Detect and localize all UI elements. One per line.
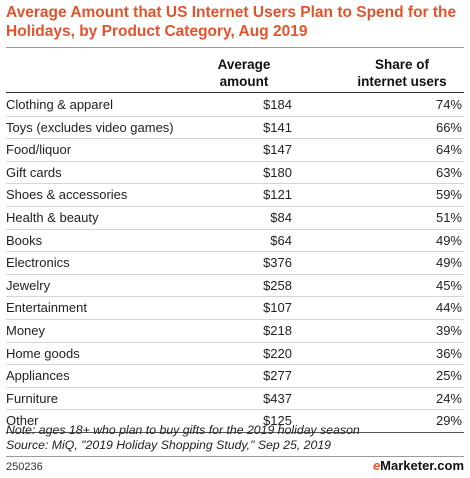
row-share-of-users: 36% xyxy=(435,345,462,361)
logo-tld: .com xyxy=(433,458,464,473)
table-row: Clothing & apparel $184 74% xyxy=(6,94,464,117)
chart-title: Average Amount that US Internet Users Pl… xyxy=(6,4,457,40)
row-average-amount: $64 xyxy=(270,232,292,248)
row-average-amount: $218 xyxy=(263,322,292,338)
row-average-amount: $121 xyxy=(263,187,292,203)
header-divider xyxy=(6,92,464,93)
row-share-of-users: 74% xyxy=(435,97,462,112)
table-row: Health & beauty $84 51% xyxy=(6,207,464,230)
row-category-label: Health & beauty xyxy=(6,209,99,225)
table-row: Gift cards $180 63% xyxy=(6,162,464,185)
table-body: Clothing & apparel $184 74% Toys (excludes … xyxy=(6,94,464,433)
row-category-label: Furniture xyxy=(6,390,59,406)
table-row: Electronics $376 49% xyxy=(6,252,464,275)
footnote: Note: ages 18+ who plan to buy gifts for… xyxy=(6,423,464,453)
chart-id: 250236 xyxy=(6,461,43,473)
emarketer-logo: eMarketer.com xyxy=(373,458,464,474)
row-category-label: Toys (excludes video games) xyxy=(6,119,174,135)
row-average-amount: $107 xyxy=(263,300,292,316)
logo-marketer: Marketer xyxy=(380,458,434,473)
row-category-label: Entertainment xyxy=(6,300,87,316)
row-average-amount: $258 xyxy=(263,277,292,293)
row-share-of-users: 49% xyxy=(435,255,462,271)
table-row: Books $64 49% xyxy=(6,230,464,253)
table-row: Entertainment $107 44% xyxy=(6,297,464,320)
footer-divider xyxy=(6,456,464,457)
column-header-average-amount: Average amount xyxy=(196,56,292,90)
row-category-label: Other xyxy=(6,413,39,429)
table-row: Appliances $277 25% xyxy=(6,365,464,388)
table-row: Toys (excludes video games) $141 66% xyxy=(6,117,464,140)
row-share-of-users: 44% xyxy=(435,300,462,316)
row-share-of-users: 64% xyxy=(435,142,462,158)
row-average-amount: $141 xyxy=(263,119,292,135)
column-header-share-of-internet-users: Share of internet users xyxy=(340,56,464,90)
row-category-label: Home goods xyxy=(6,345,80,361)
column-header-share-line1: Share of xyxy=(374,57,429,72)
row-average-amount: $147 xyxy=(263,142,292,158)
row-share-of-users: 39% xyxy=(435,322,462,338)
row-average-amount: $180 xyxy=(263,164,292,180)
row-category-label: Appliances xyxy=(6,368,70,384)
row-average-amount: $220 xyxy=(263,345,292,361)
table-row: Other $125 29% xyxy=(6,410,464,433)
row-category-label: Shoes & accessories xyxy=(6,187,128,203)
logo-e: e xyxy=(372,458,381,473)
table-row: Food/liquor $147 64% xyxy=(6,139,464,162)
row-share-of-users: 66% xyxy=(435,119,462,135)
column-header-average-amount-line1: Average xyxy=(217,57,271,72)
table-row: Home goods $220 36% xyxy=(6,343,464,366)
row-share-of-users: 25% xyxy=(435,368,462,384)
row-category-label: Books xyxy=(6,232,43,248)
row-average-amount: $277 xyxy=(263,368,292,384)
row-share-of-users: 63% xyxy=(435,164,462,180)
source-text: Source: MiQ, "2019 Holiday Shopping Stud… xyxy=(6,438,332,452)
row-average-amount: $84 xyxy=(270,209,292,225)
row-share-of-users: 51% xyxy=(435,209,462,225)
row-share-of-users: 45% xyxy=(435,277,462,293)
row-average-amount: $184 xyxy=(263,97,292,112)
row-share-of-users: 24% xyxy=(435,390,462,406)
row-average-amount: $376 xyxy=(263,255,292,271)
title-divider xyxy=(6,47,464,48)
table-row: Furniture $437 24% xyxy=(6,388,464,411)
note-text: Note: ages 18+ who plan to buy gifts for… xyxy=(6,423,360,437)
row-category-label: Electronics xyxy=(6,255,70,271)
row-share-of-users: 29% xyxy=(435,413,462,429)
row-category-label: Jewelry xyxy=(6,277,51,293)
row-category-label: Clothing & apparel xyxy=(6,97,113,112)
column-header-average-amount-line2: amount xyxy=(219,74,269,89)
column-header-share-line2: internet users xyxy=(357,74,447,89)
row-average-amount: $125 xyxy=(263,413,292,429)
row-average-amount: $437 xyxy=(263,390,292,406)
row-category-label: Gift cards xyxy=(6,164,62,180)
table-row: Jewelry $258 45% xyxy=(6,275,464,298)
row-share-of-users: 49% xyxy=(435,232,462,248)
row-share-of-users: 59% xyxy=(435,187,462,203)
table-row: Money $218 39% xyxy=(6,320,464,343)
row-category-label: Food/liquor xyxy=(6,142,72,158)
row-category-label: Money xyxy=(6,322,46,338)
table-row: Shoes & accessories $121 59% xyxy=(6,184,464,207)
